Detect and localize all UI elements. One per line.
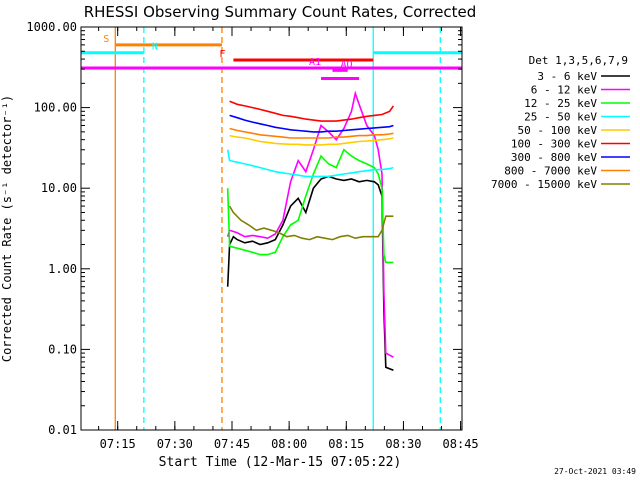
legend-label-0: 3 - 6 keV bbox=[537, 70, 597, 83]
legend-label-3: 25 - 50 keV bbox=[524, 111, 597, 124]
x-tick-label-4: 08:15 bbox=[328, 437, 364, 451]
marker-lines bbox=[114, 27, 441, 430]
x-tick-label-2: 07:45 bbox=[214, 437, 250, 451]
series-line-1 bbox=[226, 90, 394, 358]
legend-label-4: 50 - 100 keV bbox=[518, 124, 598, 137]
y-tick-label-1: 100.00 bbox=[34, 101, 77, 115]
legend-label-7: 800 - 7000 keV bbox=[504, 165, 597, 178]
legend-label-1: 6 - 12 keV bbox=[531, 84, 598, 97]
series-lines bbox=[226, 90, 395, 372]
span-label-S: S bbox=[103, 34, 109, 45]
x-tick-label-0: 07:15 bbox=[100, 437, 136, 451]
legend-label-2: 12 - 25 keV bbox=[524, 97, 597, 110]
x-tick-label-6: 08:45 bbox=[443, 437, 479, 451]
y-tick-label-4: 0.10 bbox=[48, 342, 77, 356]
span-label-AQ: AQ bbox=[340, 59, 352, 70]
chart-title: RHESSI Observing Summary Count Rates, Co… bbox=[84, 3, 477, 21]
y-tick-label-0: 1000.00 bbox=[26, 20, 77, 34]
x-tick-label-3: 08:00 bbox=[271, 437, 307, 451]
series-line-4 bbox=[229, 134, 394, 146]
legend-title: Det 1,3,5,6,7,9 bbox=[529, 54, 628, 67]
series-line-5 bbox=[229, 100, 395, 122]
y-tick-label-3: 1.00 bbox=[48, 262, 77, 276]
plot-frame bbox=[80, 26, 463, 431]
series-line-7 bbox=[229, 127, 394, 139]
y-axis-label: Corrected Count Rate (s⁻¹ detector⁻¹) bbox=[0, 95, 14, 362]
legend-label-8: 7000 - 15000 keV bbox=[491, 178, 597, 191]
footer-timestamp: 27-Oct-2021 03:49 bbox=[554, 467, 636, 476]
y-tick-label-5: 0.01 bbox=[48, 423, 77, 437]
series-line-0 bbox=[226, 175, 394, 372]
series-line-2 bbox=[226, 148, 394, 264]
x-axis-label: Start Time (12-Mar-15 07:05:22) bbox=[159, 455, 402, 470]
axes: 1000.00 100.00 10.00 1.00 0.10 0.01 07:15 07:30… bbox=[26, 20, 478, 451]
legend-label-6: 300 - 800 keV bbox=[511, 151, 597, 164]
series-line-3 bbox=[226, 149, 394, 178]
x-tick-label-5: 08:30 bbox=[385, 437, 421, 451]
series-line-8 bbox=[228, 205, 394, 241]
state-spans: S N F AQ A1 bbox=[81, 34, 462, 80]
span-label-N: N bbox=[152, 42, 158, 53]
series-line-6 bbox=[229, 114, 394, 133]
legend-label-5: 100 - 300 keV bbox=[511, 138, 597, 151]
x-tick-label-1: 07:30 bbox=[157, 437, 193, 451]
span-label-A1: A1 bbox=[309, 57, 321, 68]
y-tick-label-2: 10.00 bbox=[41, 181, 77, 195]
span-label-F: F bbox=[219, 49, 225, 60]
